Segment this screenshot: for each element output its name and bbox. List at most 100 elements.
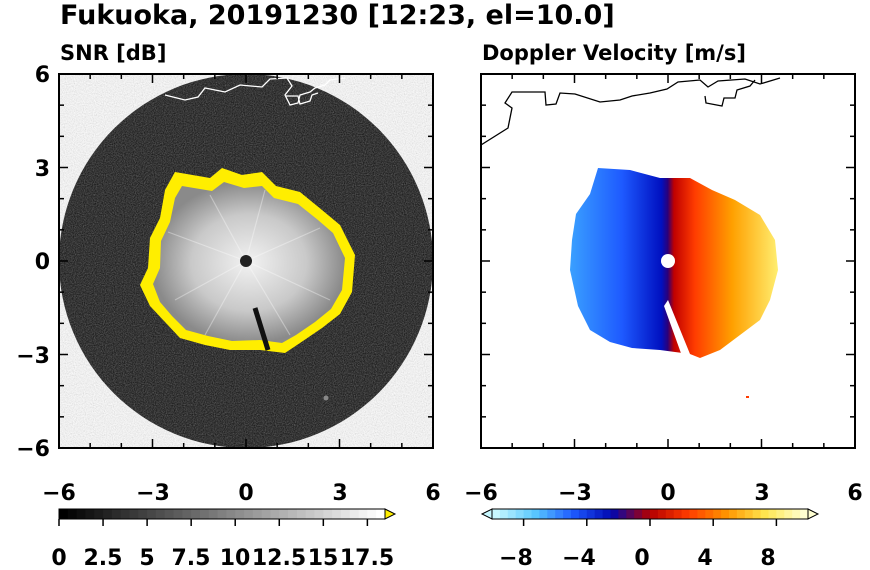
snr-clutter-point — [323, 395, 329, 401]
velocity-colorbar-bin — [673, 509, 683, 519]
snr-colorbar-bin — [226, 509, 236, 519]
velocity-axis-ticks — [480, 73, 856, 449]
snr-colorbar-label: 17.5 — [340, 546, 394, 570]
snr-x-tick-label: 0 — [238, 481, 253, 506]
snr-island-outline — [285, 92, 319, 105]
snr-colorbar-bin — [323, 509, 333, 519]
snr-colorbar-bin — [147, 509, 157, 519]
velocity-colorbar-bin — [721, 509, 730, 519]
velocity-colorbar-overflow-arrow — [807, 508, 820, 520]
velocity-missing-wedge — [664, 300, 690, 356]
velocity-colorbar-bin — [499, 509, 509, 519]
velocity-colorbar-bin — [736, 509, 746, 519]
snr-x-tick-labels: −6 −3 0 3 6 — [42, 481, 441, 506]
snr-y-tick-label: 0 — [35, 250, 50, 275]
figure-title: Fukuoka, 20191230 [12:23, el=10.0] — [60, 0, 615, 31]
snr-radial-streaks — [167, 189, 331, 336]
snr-colorbar-bin — [208, 509, 219, 519]
velocity-colorbar-bin — [578, 509, 588, 519]
snr-colorbar-bin — [59, 509, 69, 519]
snr-colorbar-label: 10 — [220, 546, 251, 570]
velocity-colorbar-bin — [515, 509, 525, 519]
snr-colorbar-bin — [235, 509, 245, 519]
velocity-colorbar-bin — [626, 509, 635, 519]
velocity-colorbar-bin — [650, 509, 659, 519]
velocity-colorbar-bin — [618, 509, 627, 519]
snr-colorbar-bin — [305, 509, 316, 519]
velocity-colorbar-bin — [507, 509, 517, 519]
velocity-colorbar-label: −8 — [499, 546, 533, 570]
velocity-colorbar-bin — [800, 509, 809, 519]
snr-colorbar-bin — [270, 509, 280, 519]
velocity-colorbar-bin — [492, 509, 501, 519]
velocity-colorbar-bin — [784, 509, 793, 519]
velocity-colorbar: −8 −4 0 4 8 — [480, 508, 820, 570]
snr-colorbar-label: 5 — [139, 546, 154, 570]
snr-panel-title: SNR [dB] — [60, 41, 166, 65]
velocity-colorbar-bin — [681, 509, 690, 519]
snr-colorbar-bin — [199, 509, 210, 519]
snr-y-tick-label: −3 — [16, 344, 50, 369]
velocity-plot-area — [481, 77, 781, 398]
snr-colorbar-bin — [155, 509, 166, 519]
velocity-colorbar-ticks — [522, 519, 778, 526]
velocity-x-tick-label: 0 — [660, 481, 675, 506]
snr-colorbar-bin — [85, 509, 95, 519]
velocity-x-tick-label: −6 — [464, 481, 498, 506]
snr-colorbar-bin — [173, 509, 183, 519]
velocity-colorbar-bins — [492, 509, 809, 519]
snr-beam-blockage — [252, 307, 271, 351]
velocity-colorbar-bin — [689, 509, 698, 519]
snr-y-tick-labels: 6 3 0 −3 −6 — [16, 63, 50, 462]
snr-colorbar-bin — [244, 509, 254, 519]
velocity-colorbar-bin — [729, 509, 738, 519]
velocity-colorbar-bin — [586, 509, 596, 519]
snr-colorbar-bin — [111, 509, 122, 519]
snr-colorbar-bin — [358, 509, 368, 519]
snr-colorbar-bin — [332, 509, 342, 519]
snr-colorbar-bin — [138, 509, 148, 519]
velocity-colorbar-label: 8 — [760, 546, 775, 570]
snr-colorbar-bin — [367, 509, 377, 519]
velocity-colorbar-bin — [563, 509, 572, 519]
snr-colorbar-bin — [76, 509, 86, 519]
snr-y-tick-label: 6 — [35, 63, 50, 88]
snr-colorbar-labels: 0 2.5 5 7.5 10 12.5 15 17.5 — [51, 546, 394, 570]
velocity-colorbar-bin — [768, 509, 777, 519]
velocity-colorbar-label: 0 — [634, 546, 649, 570]
velocity-colorbar-bin — [594, 509, 604, 519]
snr-colorbar-bin — [217, 509, 227, 519]
velocity-panel-title: Doppler Velocity [m/s] — [482, 41, 746, 65]
snr-y-tick-label: −6 — [16, 437, 50, 462]
snr-axis-ticks — [58, 73, 434, 449]
velocity-x-tick-labels: −6 −3 0 3 6 — [464, 481, 863, 506]
velocity-colorbar-bin — [547, 509, 556, 519]
snr-x-tick-label: −3 — [136, 481, 170, 506]
snr-radar-site — [240, 255, 252, 267]
velocity-colorbar-bin — [634, 509, 643, 519]
velocity-colorbar-bin — [776, 509, 785, 519]
snr-colorbar-ticks — [58, 519, 369, 526]
snr-x-tick-label: 6 — [425, 481, 440, 506]
snr-colorbar-bin — [120, 509, 130, 519]
snr-colorbar-bin — [340, 509, 351, 519]
snr-colorbar-bin — [252, 509, 263, 519]
snr-colorbar-bins — [59, 509, 386, 519]
snr-colorbar-bin — [129, 509, 139, 519]
velocity-colorbar-underflow-arrow — [480, 508, 493, 520]
snr-x-tick-label: 3 — [332, 481, 347, 506]
velocity-colorbar-bin — [705, 509, 714, 519]
snr-x-tick-label: −6 — [42, 481, 76, 506]
velocity-colorbar-label: 4 — [697, 546, 712, 570]
velocity-coastline — [481, 77, 781, 146]
velocity-colorbar-bin — [523, 509, 532, 519]
snr-colorbar-bin — [67, 509, 78, 519]
velocity-colorbar-bin — [792, 509, 801, 519]
velocity-colorbar-bin — [665, 509, 675, 519]
velocity-colorbar-bin — [571, 509, 580, 519]
snr-colorbar-bin — [349, 509, 360, 519]
velocity-panel: Doppler Velocity [m/s] −6 −3 0 3 6 −8 — [464, 41, 863, 570]
velocity-x-tick-label: 6 — [847, 481, 862, 506]
snr-colorbar-bin — [376, 509, 386, 519]
velocity-colorbar-bin — [697, 509, 706, 519]
